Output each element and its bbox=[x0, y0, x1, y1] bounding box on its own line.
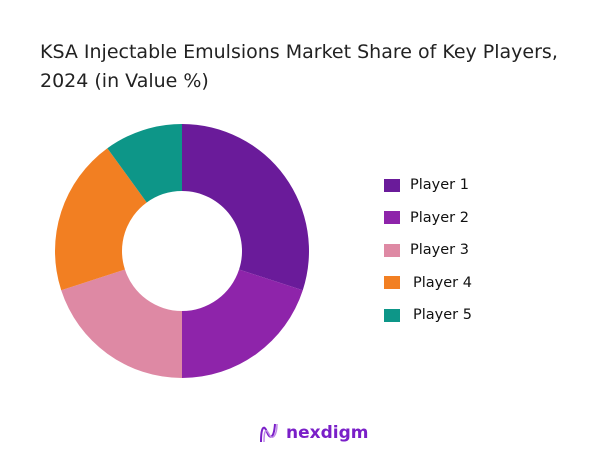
legend-label: Player 5 bbox=[413, 307, 472, 323]
legend-swatch bbox=[384, 243, 400, 257]
legend-item: Player 2 bbox=[384, 210, 469, 226]
legend-item: Player 3 bbox=[384, 242, 469, 258]
slice-player-2 bbox=[182, 269, 303, 378]
chart-title: KSA Injectable Emulsions Market Share of… bbox=[40, 41, 558, 92]
legend-label: Player 3 bbox=[410, 242, 469, 258]
legend-swatch bbox=[384, 211, 400, 224]
slice-player-3 bbox=[61, 269, 183, 378]
nexdigm-logo: nexdigm bbox=[258, 422, 368, 444]
legend-item: Player 4 bbox=[384, 275, 472, 291]
legend-label: Player 4 bbox=[413, 274, 472, 291]
legend-label: Player 2 bbox=[410, 209, 469, 226]
legend-item: Player 1 bbox=[384, 177, 469, 193]
legend-swatch bbox=[384, 178, 400, 192]
legend-swatch bbox=[384, 308, 400, 322]
logo-icon bbox=[260, 423, 278, 443]
legend-item: Player 5 bbox=[384, 307, 472, 323]
slice-player-5 bbox=[107, 124, 182, 203]
legend-swatch bbox=[384, 276, 400, 289]
slice-player-1 bbox=[182, 124, 309, 291]
legend-label: Player 1 bbox=[410, 177, 469, 193]
slice-player-4 bbox=[55, 148, 147, 291]
logo-text: nexdigm bbox=[286, 423, 369, 443]
